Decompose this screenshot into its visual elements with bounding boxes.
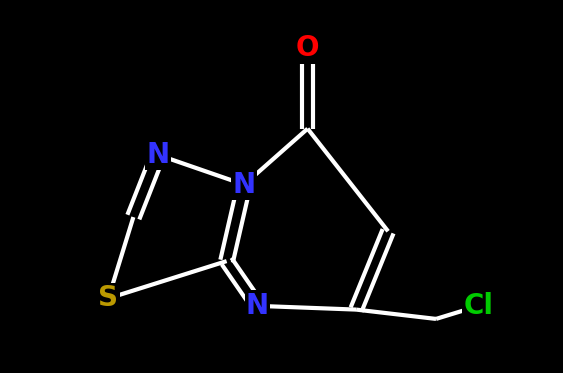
Text: S: S <box>99 284 118 313</box>
Text: N: N <box>246 292 269 320</box>
Text: Cl: Cl <box>464 292 494 320</box>
Text: O: O <box>296 34 319 63</box>
Text: N: N <box>233 170 256 199</box>
Text: N: N <box>146 141 169 169</box>
